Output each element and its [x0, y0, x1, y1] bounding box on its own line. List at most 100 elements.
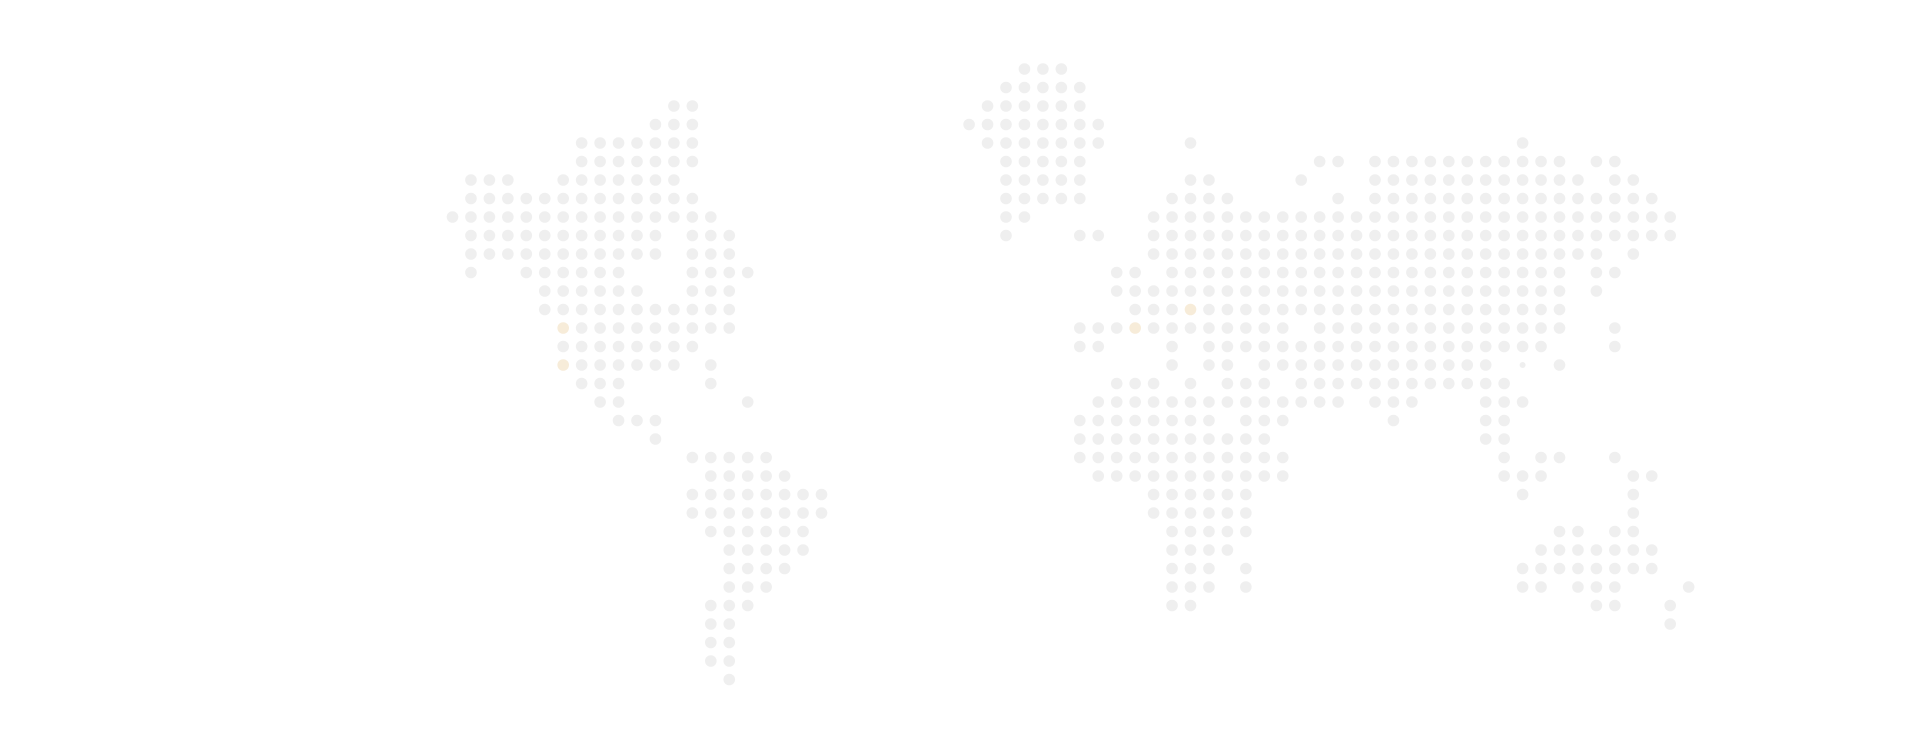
map-dot	[1553, 155, 1566, 168]
map-dot	[1443, 155, 1455, 168]
map-dot	[1074, 322, 1086, 334]
map-dot	[1424, 359, 1437, 371]
map-dot	[1369, 248, 1381, 260]
map-dot	[1166, 562, 1178, 575]
map-dot	[465, 192, 477, 205]
map-dot	[1184, 137, 1197, 149]
map-dot	[1313, 359, 1326, 371]
map-dot	[594, 396, 606, 408]
map-dot	[741, 396, 754, 408]
map-dot	[1369, 285, 1381, 297]
map-dot	[1387, 359, 1400, 371]
map-dot	[1406, 303, 1418, 316]
map-dot	[1516, 285, 1529, 297]
map-dot	[502, 229, 514, 242]
map-dot	[1461, 285, 1474, 297]
map-dot	[1553, 359, 1566, 371]
map-dot	[723, 303, 736, 316]
map-dot	[1369, 396, 1381, 408]
map-dot	[1184, 229, 1197, 242]
map-dot	[1276, 248, 1289, 260]
map-dot	[760, 470, 772, 482]
map-dot	[1535, 192, 1547, 205]
map-dot	[1295, 396, 1307, 408]
map-dot	[1516, 229, 1529, 242]
map-dot	[686, 488, 699, 501]
map-dot	[483, 229, 496, 242]
map-dot	[1313, 377, 1326, 390]
map-dot	[723, 618, 736, 630]
map-dot	[1609, 155, 1621, 168]
map-dot	[631, 137, 643, 149]
map-dot	[1018, 81, 1031, 94]
map-dot	[1074, 174, 1086, 186]
map-dot	[1479, 174, 1492, 186]
map-dot	[686, 248, 699, 260]
map-dot	[1184, 599, 1197, 612]
map-dot-highlighted	[557, 359, 569, 371]
map-dot	[538, 192, 551, 205]
map-dot	[705, 303, 717, 316]
map-dot	[1406, 155, 1418, 168]
map-dot	[1461, 192, 1474, 205]
map-dot	[1276, 340, 1289, 353]
map-dot	[1682, 581, 1695, 593]
map-dot	[723, 266, 736, 279]
map-dot	[1369, 155, 1381, 168]
map-dot	[1221, 470, 1234, 482]
map-dot	[1498, 229, 1510, 242]
map-dot	[1535, 544, 1547, 556]
map-dot	[575, 377, 588, 390]
map-dot	[1055, 155, 1068, 168]
map-dot	[723, 655, 736, 667]
map-dot	[1166, 396, 1178, 408]
map-dot	[1184, 377, 1197, 390]
map-dot	[520, 266, 533, 279]
map-dot	[1166, 433, 1178, 445]
map-dot	[1147, 211, 1160, 223]
map-dot	[1203, 322, 1215, 334]
map-dot	[649, 174, 662, 186]
map-dot	[1258, 359, 1271, 371]
map-dot	[1276, 414, 1289, 427]
map-dot	[1609, 340, 1621, 353]
map-dot	[1350, 303, 1363, 316]
map-dot	[723, 248, 736, 260]
map-dot	[1498, 303, 1510, 316]
map-dot	[1516, 322, 1529, 334]
map-dot	[1018, 63, 1031, 75]
map-dot	[594, 303, 606, 316]
map-dot	[483, 211, 496, 223]
map-dot	[723, 636, 736, 649]
map-dot	[631, 229, 643, 242]
map-dot	[1479, 377, 1492, 390]
map-dot	[1572, 229, 1584, 242]
map-dot	[1221, 488, 1234, 501]
map-dot	[1184, 266, 1197, 279]
map-dot	[797, 544, 809, 556]
map-dot	[520, 248, 533, 260]
map-dot	[1516, 137, 1529, 149]
map-dot	[1018, 137, 1031, 149]
map-dot-highlighted	[1184, 303, 1197, 316]
map-dot	[1221, 451, 1234, 464]
map-dot	[594, 266, 606, 279]
map-dot	[797, 488, 809, 501]
map-dot	[1369, 229, 1381, 242]
map-dot	[1443, 211, 1455, 223]
map-dot	[594, 285, 606, 297]
map-dot	[1313, 229, 1326, 242]
map-dot	[1037, 192, 1049, 205]
map-dot	[1519, 362, 1526, 368]
map-dot-highlighted	[1129, 322, 1141, 334]
map-dot	[1276, 396, 1289, 408]
map-dot	[1037, 81, 1049, 94]
map-dot	[705, 618, 717, 630]
map-dot	[1313, 396, 1326, 408]
map-dot	[594, 377, 606, 390]
map-dot	[1092, 118, 1105, 131]
map-dot	[1184, 451, 1197, 464]
map-dot	[1129, 451, 1141, 464]
map-dot	[723, 285, 736, 297]
map-dot	[594, 340, 606, 353]
